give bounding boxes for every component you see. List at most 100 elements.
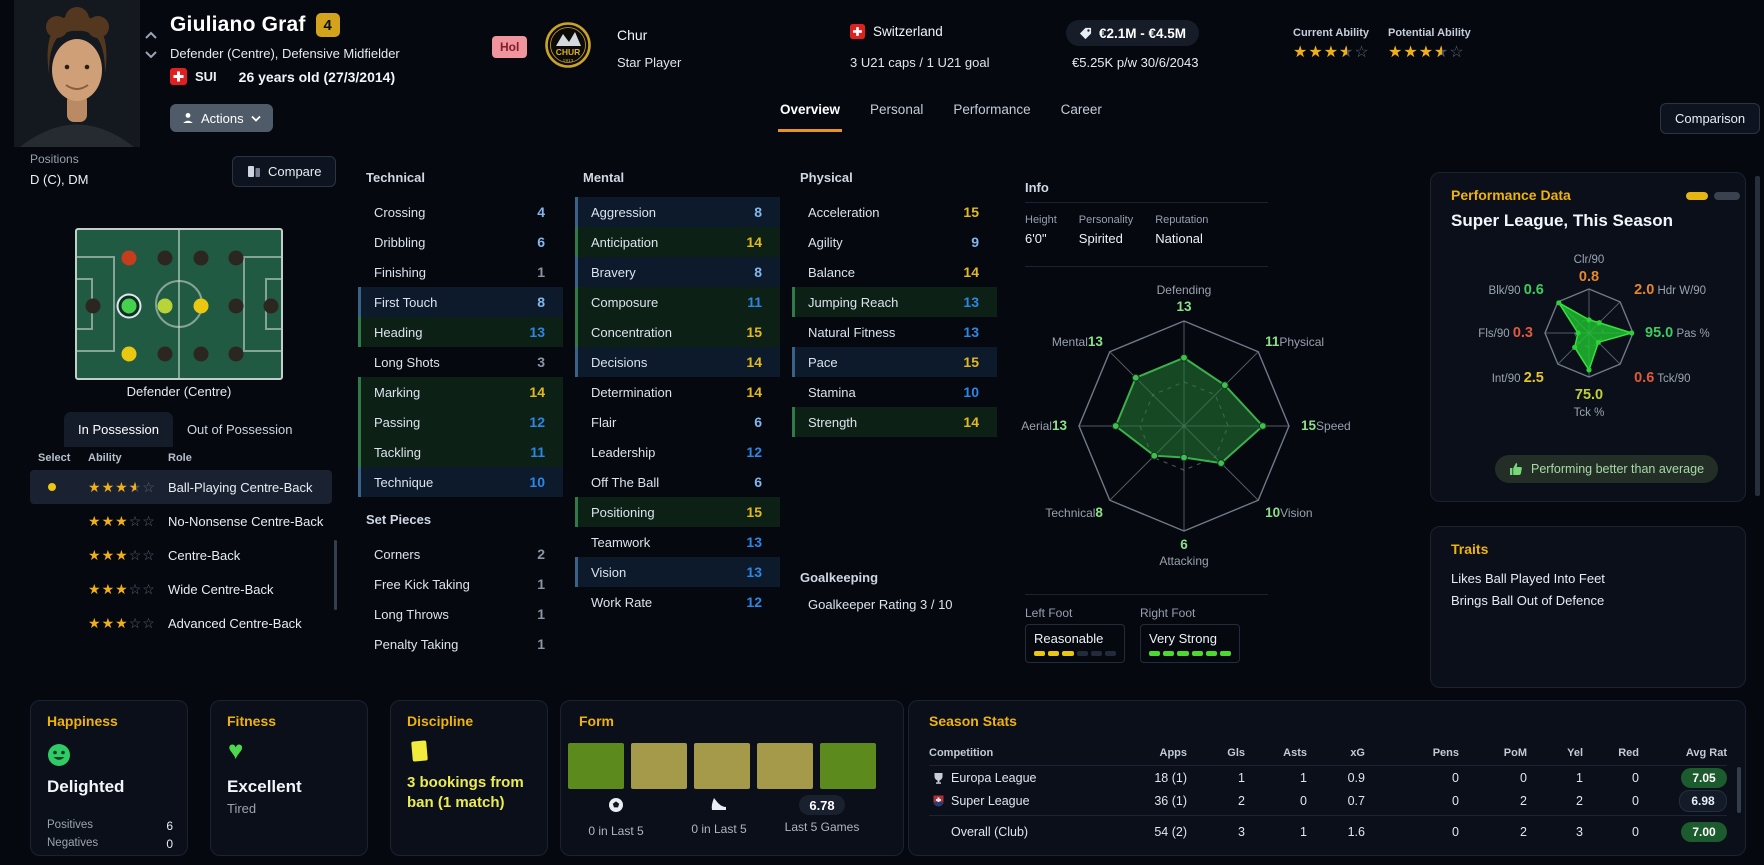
technical-title: Technical	[366, 170, 426, 185]
comparison-button[interactable]: Comparison	[1660, 103, 1761, 134]
player-photo	[14, 0, 140, 147]
foot-strength-segment	[1062, 651, 1074, 656]
role-ability-stars: ★ ★ ★ ☆ ☆	[80, 582, 160, 596]
previous-player-button[interactable]	[143, 28, 159, 42]
tab-personal[interactable]: Personal	[870, 102, 924, 117]
season-stats-scrollbar[interactable]	[1737, 767, 1741, 813]
attribute-name: Positioning	[591, 504, 655, 520]
stats-row-competition[interactable]: Overall (Club)	[929, 820, 1109, 843]
stats-row-competition[interactable]: Super League	[929, 789, 1109, 812]
attribute-value: 12	[529, 414, 545, 430]
negatives-row: Negatives 0	[47, 837, 173, 855]
availability-status-badge: Hol	[492, 36, 528, 58]
traits-panel: Traits Likes Ball Played Into Feet Bring…	[1430, 526, 1746, 688]
attribute-value: 14	[963, 264, 979, 280]
attribute-name: Leadership	[591, 444, 656, 460]
performance-status-text: Performing better than average	[1531, 462, 1705, 476]
club-name[interactable]: Chur	[617, 27, 648, 43]
foot-strength-segment	[1090, 651, 1102, 656]
possession-tab-out-of-possession[interactable]: Out of Possession	[186, 422, 293, 437]
pitch-position-dot-unable[interactable]	[157, 346, 173, 362]
actions-button[interactable]: Actions	[170, 104, 273, 132]
pitch-position-dot-unable[interactable]	[228, 250, 244, 266]
attribute-value: 4	[537, 204, 545, 220]
role-row-no-nonsense-centre-back[interactable]: ★ ★ ★ ☆ ☆ No-Nonsense Centre-Back	[30, 504, 332, 538]
info-field-reputation: Reputation National	[1155, 214, 1208, 246]
form-result-square-good[interactable]	[568, 743, 624, 789]
star: ★	[1293, 44, 1308, 61]
role-row-wide-centre-back[interactable]: ★ ★ ★ ☆ ☆ Wide Centre-Back	[30, 572, 332, 606]
foot-strength-segment	[1191, 651, 1203, 656]
form-result-square-average[interactable]	[694, 743, 750, 789]
attribute-name: Stamina	[808, 384, 856, 400]
star: ★ ★	[1339, 44, 1354, 61]
foot-strength-segment	[1205, 651, 1217, 656]
attribute-name: Vision	[591, 564, 627, 580]
star: ★	[101, 513, 115, 529]
pitch-position-dot-unable[interactable]	[193, 346, 209, 362]
set-pieces-panel: Set Pieces Corners 2 Free Kick Taking 1 Long…	[358, 512, 563, 659]
pitch-position-dot-accomplished[interactable]	[157, 298, 173, 314]
tab-performance[interactable]: Performance	[953, 102, 1031, 117]
role-row-ball-playing-centre-back[interactable]: ★ ★ ★ ★ ★ ☆ Ball-Playing Centre-Back	[30, 470, 332, 504]
right-foot-label: Right Foot	[1140, 606, 1196, 620]
role-row-advanced-centre-back[interactable]: ★ ★ ★ ☆ ☆ Advanced Centre-Back	[30, 606, 332, 640]
performance-toggle-active[interactable]	[1686, 192, 1708, 200]
form-result-square-average[interactable]	[631, 743, 687, 789]
pitch-position-dot-natural[interactable]	[121, 298, 137, 314]
pitch-position-dot-unable[interactable]	[228, 346, 244, 362]
discipline-text: 3 bookings from ban (1 match)	[407, 774, 524, 811]
nation-name[interactable]: Switzerland	[873, 24, 943, 39]
pitch-position-dot-competent[interactable]	[121, 346, 137, 362]
nationality-code: SUI	[195, 69, 217, 84]
pitch-position-dot-unable[interactable]	[193, 250, 209, 266]
stats-cell-avg-rat: 6.98	[1639, 789, 1727, 812]
attribute-value: 1	[537, 576, 545, 592]
performance-data-title: Performance Data	[1451, 187, 1571, 203]
set-pieces-title: Set Pieces	[366, 512, 432, 527]
star: ★	[115, 479, 128, 495]
attribute-value: 13	[963, 294, 979, 310]
attribute-row-concentration: Concentration 15	[575, 317, 780, 347]
pitch-position-dot-awkward[interactable]	[121, 250, 137, 266]
role-name: Ball-Playing Centre-Back	[168, 479, 313, 495]
role-header-ability: Ability	[88, 452, 122, 464]
attribute-row-first-touch: First Touch 8	[358, 287, 563, 317]
next-player-button[interactable]	[143, 48, 159, 62]
stats-cell: 2	[1520, 793, 1527, 808]
svg-text:Technical8: Technical8	[1045, 505, 1103, 520]
pitch-position-dot-unable[interactable]	[157, 250, 173, 266]
mental-attributes-panel: Mental Aggression 8 Anticipation 14 Bravery 8…	[575, 170, 780, 617]
stats-header-red: Red	[1583, 741, 1639, 766]
goalkeeper-rating: Goalkeeper Rating 3 / 10	[808, 597, 953, 612]
transfer-value-pill: €2.1M - €4.5M	[1066, 20, 1200, 46]
form-result-square-average[interactable]	[757, 743, 813, 789]
performance-toggle-inactive[interactable]	[1714, 192, 1740, 200]
attribute-name: Tackling	[374, 444, 421, 460]
pitch-position-dot-competent[interactable]	[193, 298, 209, 314]
star: ☆	[142, 513, 155, 529]
pitch-position-dot-unable[interactable]	[85, 298, 101, 314]
pitch-position-dot-unable[interactable]	[228, 298, 244, 314]
role-header-role: Role	[168, 452, 192, 464]
tab-career[interactable]: Career	[1060, 102, 1102, 117]
possession-tab-in-possession[interactable]: In Possession	[64, 412, 173, 447]
form-rating-caption: Last 5 Games	[784, 820, 860, 834]
attribute-value: 11	[530, 444, 545, 460]
attribute-name: Free Kick Taking	[374, 576, 470, 592]
svg-text:15Speed: 15Speed	[1301, 418, 1350, 433]
stats-cell: 0	[1452, 793, 1459, 808]
role-list-scrollbar[interactable]	[334, 540, 337, 610]
compare-button[interactable]: Compare	[232, 156, 337, 187]
mountain-icon	[556, 32, 581, 46]
role-table-header: Select Ability Role	[30, 452, 332, 464]
pitch-position-dot-unable[interactable]	[263, 298, 279, 314]
role-row-centre-back[interactable]: ★ ★ ★ ☆ ☆ Centre-Back	[30, 538, 332, 572]
stats-row-competition[interactable]: Europa League	[929, 766, 1109, 789]
role-name: Centre-Back	[168, 547, 241, 563]
tab-overview[interactable]: Overview	[778, 96, 843, 132]
form-result-square-good[interactable]	[820, 743, 876, 789]
right-foot-strength-bar	[1149, 651, 1232, 656]
page-scrollbar[interactable]	[1755, 176, 1760, 496]
star: ★	[88, 479, 101, 495]
